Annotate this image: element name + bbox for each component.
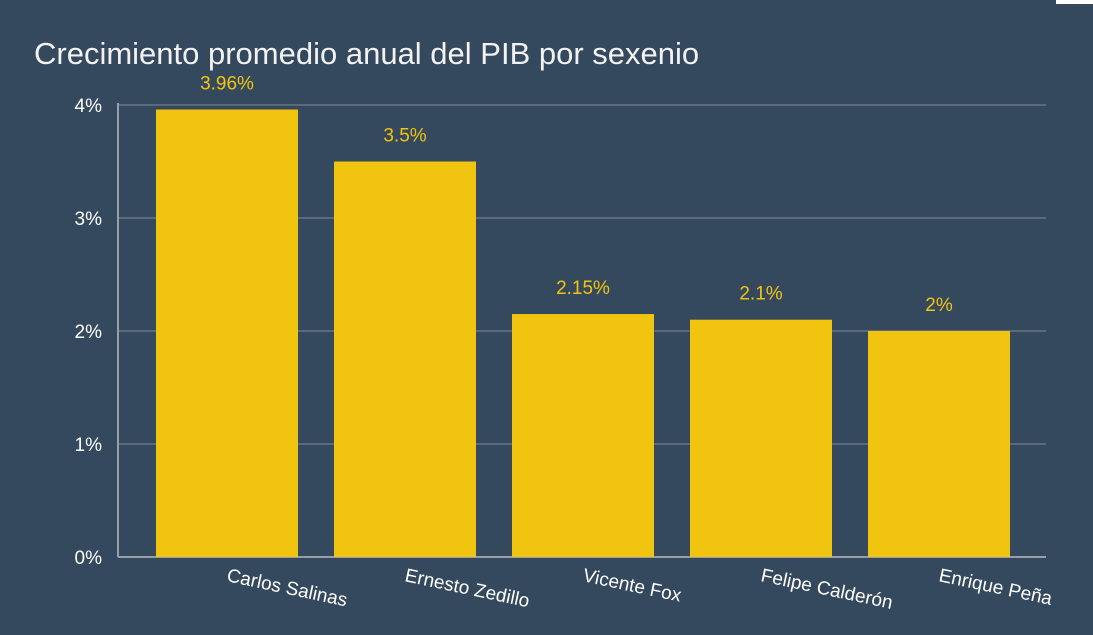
category-label: Carlos Salinas: [225, 565, 349, 611]
corner-mark: [1056, 0, 1093, 4]
category-label: Enrique Peña: [937, 565, 1054, 610]
bar: [690, 319, 832, 557]
category-label: Vicente Fox: [581, 565, 684, 606]
y-tick-label: 3%: [75, 209, 103, 230]
bar: [334, 161, 476, 557]
data-label: 3.5%: [383, 126, 426, 147]
y-tick-label: 1%: [75, 435, 103, 456]
chart-title: Crecimiento promedio anual del PIB por s…: [34, 36, 700, 71]
data-label: 2.1%: [739, 284, 782, 305]
bar: [512, 314, 654, 557]
category-label: Felipe Calderón: [759, 565, 895, 613]
data-label: 2%: [925, 295, 953, 316]
category-label: Ernesto Zedillo: [403, 565, 531, 612]
bar: [156, 109, 298, 558]
data-label: 3.96%: [200, 74, 254, 95]
y-tick-label: 0%: [75, 548, 103, 569]
data-label: 2.15%: [556, 278, 610, 299]
bar: [868, 331, 1010, 557]
y-tick-label: 2%: [75, 322, 103, 343]
y-tick-label: 4%: [75, 96, 103, 117]
